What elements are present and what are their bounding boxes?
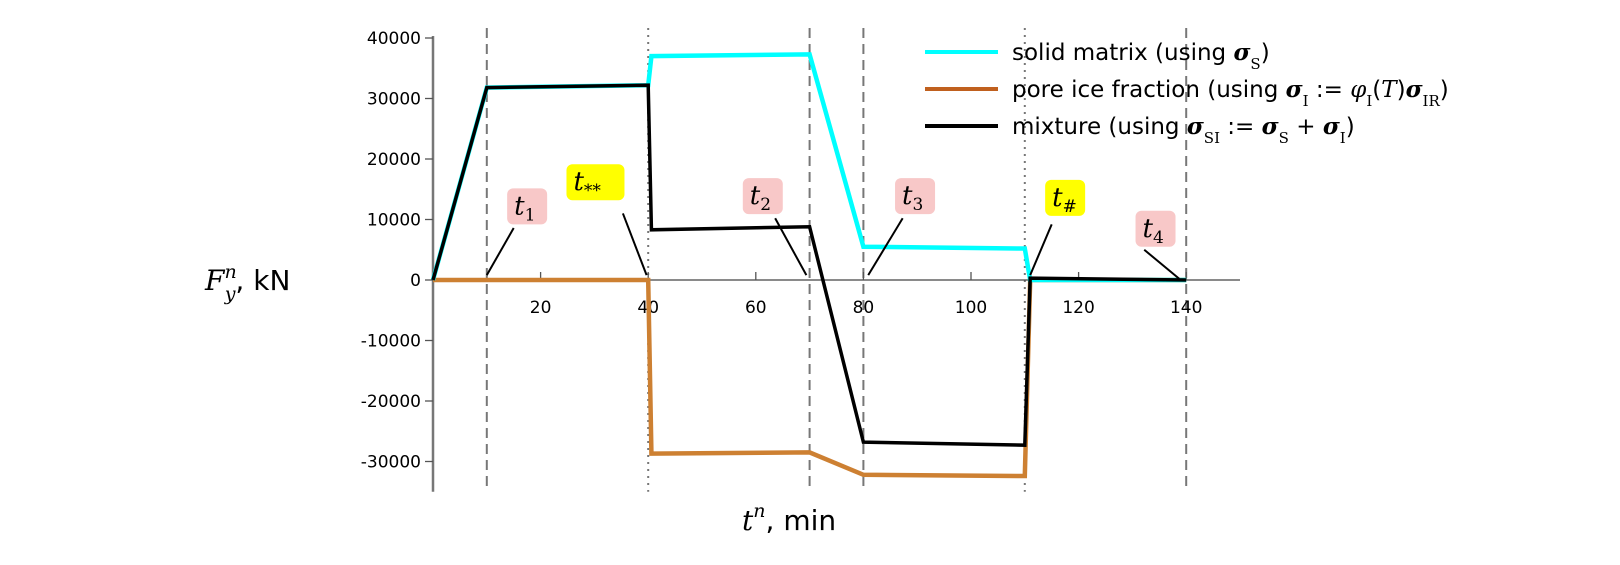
- x-axis-label: tn, min: [742, 500, 836, 537]
- y-tick-label: 30000: [367, 90, 421, 110]
- y-axis-label: Fn y, kN: [204, 261, 290, 305]
- annotation-label: t**: [573, 167, 601, 201]
- legend: solid matrix (using σS)pore ice fraction…: [925, 39, 1449, 147]
- annotation-label: t3: [902, 181, 923, 215]
- annotation-label: t4: [1143, 214, 1164, 248]
- x-tick-label: 60: [745, 298, 767, 318]
- annotation-pointer: [867, 217, 904, 276]
- annotation-label-box: [566, 164, 625, 201]
- y-tick-label: 20000: [367, 150, 421, 170]
- x-tick-label: 100: [955, 298, 987, 318]
- x-tick-label: 20: [530, 298, 552, 318]
- annotation-pointer: [485, 227, 515, 276]
- x-tick-label: 120: [1062, 298, 1094, 318]
- y-tick-label: 40000: [367, 29, 421, 49]
- annotation-t3: t3: [867, 178, 936, 276]
- legend-item-1: solid matrix (using σS): [925, 39, 1270, 73]
- legend-label: mixture (using σSI := σS + σI): [1012, 113, 1355, 147]
- y-tick-label: 0: [410, 271, 421, 291]
- legend-label: solid matrix (using σS): [1012, 39, 1270, 73]
- annotation-label-box: [507, 188, 548, 225]
- annotation-pointer: [621, 213, 648, 276]
- annotation-label-box: [1135, 210, 1176, 247]
- annotation-t**: t**: [566, 164, 648, 276]
- y-tick-label: 10000: [367, 211, 421, 231]
- annotations: t1 t** t2 t3 t# t4: [485, 164, 1180, 280]
- annotation-pointer: [1143, 248, 1180, 280]
- x-tick-label: 80: [853, 298, 875, 318]
- axes: -30000 -20000 -10000 0 10000 20000 30000 40000 2…: [361, 29, 1240, 492]
- annotation-pointer: [774, 217, 808, 276]
- y-tick-label: -20000: [361, 392, 421, 412]
- y-tick-label: -30000: [361, 453, 421, 473]
- annotation-t#: t#: [1029, 179, 1086, 276]
- annotation-label: t2: [750, 181, 771, 215]
- series-lines: [430, 52, 1187, 479]
- legend-label: pore ice fraction (using σI := φI(T)σIR): [1012, 76, 1449, 110]
- x-tick-label: 140: [1170, 298, 1202, 318]
- annotation-t4: t4: [1135, 210, 1180, 280]
- y-tick-label: -10000: [361, 332, 421, 352]
- annotation-t1: t1: [485, 188, 548, 276]
- annotation-t2: t2: [742, 178, 808, 276]
- annotation-label: t#: [1052, 183, 1077, 217]
- annotation-label-box: [895, 178, 936, 215]
- annotation-pointer: [1029, 223, 1053, 276]
- series-line-3: [431, 83, 1187, 447]
- annotation-label-box: [742, 178, 783, 215]
- annotation-label: t1: [514, 191, 535, 225]
- annotation-label-box: [1045, 179, 1086, 216]
- legend-item-3: mixture (using σSI := σS + σI): [925, 113, 1355, 147]
- legend-item-2: pore ice fraction (using σI := φI(T)σIR): [925, 76, 1449, 110]
